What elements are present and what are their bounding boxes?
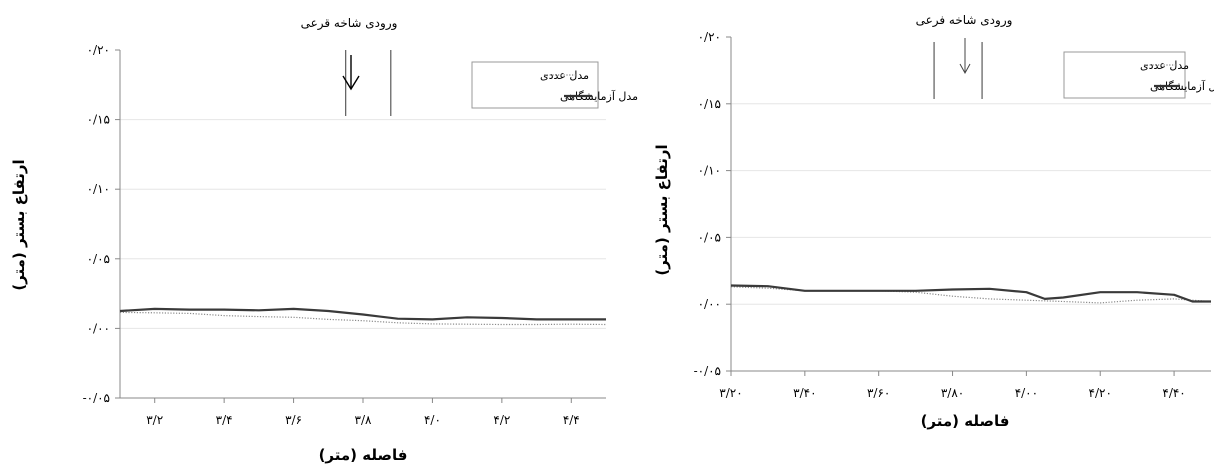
left-x-tick-label: ۳/۸ <box>355 413 372 427</box>
left-x-tick-label: ۴/۴ <box>563 413 580 427</box>
right-annotation: ورودی شاخه فرعی <box>916 13 1013 28</box>
left-chart: ورودی شاخه قرعی ۰/۲۰ ۰/۱۵ ۰/۱۰ ۰/۰۵ ۰/۰۰ -۰/۰… <box>10 16 638 464</box>
left-x-tick-label: ۴/۲ <box>493 413 510 427</box>
left-legend: مدل عددی مدل آزمایشگاهی <box>472 62 638 108</box>
right-chart: ورودی شاخه فرعی ۰/۲۰ ۰/۱۵ ۰/۱۰ ۰/۰۵ ۰/۰۰ -۰/۰… <box>653 13 1214 430</box>
right-y-tick-label: -۰/۰۵ <box>694 364 721 378</box>
left-y-tick-label: ۰/۲۰ <box>87 43 110 57</box>
right-x-tick-label: ۴/۲۰ <box>1089 386 1112 400</box>
right-x-tick-label: ۳/۲۰ <box>719 386 742 400</box>
left-y-tick-label: -۰/۰۵ <box>83 391 110 405</box>
left-y-ticks: ۰/۲۰ ۰/۱۵ ۰/۱۰ ۰/۰۵ ۰/۰۰ -۰/۰۵ <box>83 43 120 405</box>
left-x-axis-title: فاصله (متر) <box>319 446 408 464</box>
left-annotation: ورودی شاخه قرعی <box>301 16 398 31</box>
left-y-tick-label: ۰/۱۰ <box>87 182 110 196</box>
right-y-tick-label: ۰/۱۰ <box>698 164 721 178</box>
right-x-tick-label: ۳/۸۰ <box>941 386 964 400</box>
right-legend: مدل عددی مدل آزمایشگاهی <box>1064 52 1214 98</box>
left-y-tick-label: ۰/۰۵ <box>87 252 110 266</box>
right-x-tick-label: ۴/۴۰ <box>1162 386 1185 400</box>
right-y-tick-label: ۰/۰۵ <box>698 230 721 244</box>
right-y-tick-label: ۰/۲۰ <box>698 30 721 44</box>
left-y-axis-title: ارتفاع بستر (متر) <box>10 159 28 290</box>
left-y-tick-label: ۰/۱۵ <box>87 113 110 127</box>
right-y-tick-label: ۰/۱۵ <box>698 97 721 111</box>
right-y-axis-title: ارتفاع بستر (متر) <box>653 144 671 275</box>
left-x-ticks: ۳/۲ ۳/۴ ۳/۶ ۳/۸ ۴/۰ ۴/۲ ۴/۴ <box>146 398 580 427</box>
left-grid-lines <box>120 120 606 329</box>
right-x-tick-label: ۳/۶۰ <box>867 386 890 400</box>
right-series-group <box>731 286 1211 303</box>
left-y-tick-label: ۰/۰۰ <box>87 321 110 335</box>
right-x-ticks: ۳/۲۰ ۳/۴۰ ۳/۶۰ ۳/۸۰ ۴/۰۰ ۴/۲۰ ۴/۴۰ <box>719 371 1185 400</box>
right-y-tick-label: ۰/۰۰ <box>698 297 721 311</box>
left-x-tick-label: ۳/۲ <box>146 413 163 427</box>
left-x-tick-label: ۴/۰ <box>424 413 441 427</box>
right-branch-arrow <box>960 38 970 73</box>
right-x-tick-label: ۴/۰۰ <box>1015 386 1038 400</box>
right-series-lab-line <box>731 286 1211 302</box>
left-series-group <box>120 309 606 325</box>
right-y-ticks: ۰/۲۰ ۰/۱۵ ۰/۱۰ ۰/۰۵ ۰/۰۰ -۰/۰۵ <box>694 30 731 378</box>
right-x-axis-title: فاصله (متر) <box>921 412 1010 430</box>
right-grid-lines <box>731 104 1211 304</box>
left-x-tick-label: ۳/۶ <box>285 413 302 427</box>
left-x-tick-label: ۳/۴ <box>216 413 233 427</box>
right-x-tick-label: ۳/۴۰ <box>793 386 816 400</box>
